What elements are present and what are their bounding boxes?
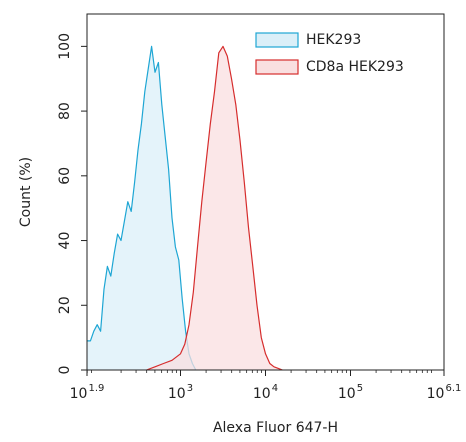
x-axis-label: Alexa Fluor 647-H: [213, 420, 338, 436]
legend-swatch: [255, 32, 299, 48]
y-tick-label: 0: [57, 366, 73, 375]
series-area: [146, 46, 283, 371]
chart-series: [87, 45, 283, 371]
legend: HEK293 CD8a HEK293: [255, 32, 404, 75]
y-tick-label: 20: [57, 296, 73, 314]
y-tick-label: 40: [57, 232, 73, 250]
y-tick-label: 100: [57, 33, 73, 60]
series-2: [146, 45, 283, 371]
series-line: [146, 45, 283, 371]
y-axis-label: Count (%): [18, 157, 34, 227]
x-axis-ticks: 101.9 103 104 105 106.1: [70, 370, 462, 402]
legend-item-2: CD8a HEK293: [255, 59, 404, 75]
series-line: [87, 45, 197, 371]
legend-label: HEK293: [306, 32, 361, 48]
y-tick-label: 80: [57, 102, 73, 120]
legend-swatch: [255, 59, 299, 75]
legend-item-1: HEK293: [255, 32, 361, 48]
series-area: [87, 46, 196, 371]
x-tick-label: 104: [253, 383, 278, 402]
y-tick-label: 60: [57, 167, 73, 185]
series-1: [87, 45, 197, 371]
x-tick-label: 101.9: [70, 383, 105, 402]
x-tick-label: 105: [338, 383, 363, 402]
x-tick-label: 106.1: [427, 383, 462, 402]
x-tick-label: 103: [168, 383, 193, 402]
legend-label: CD8a HEK293: [306, 59, 404, 75]
y-axis-ticks: 0 20 40 60 80 100: [57, 33, 87, 374]
